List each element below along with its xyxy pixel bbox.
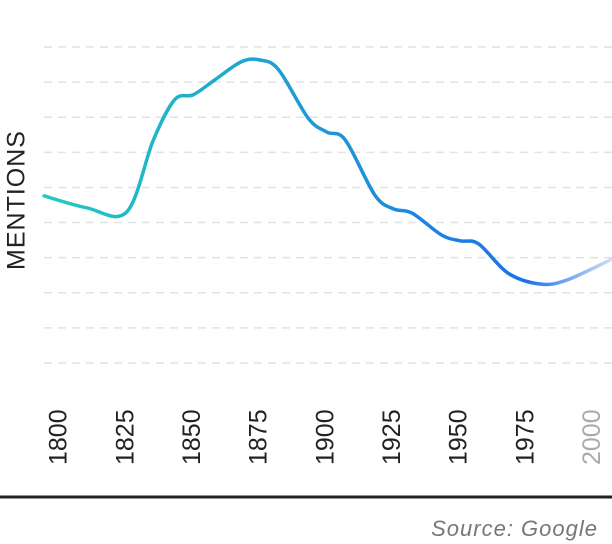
x-tick-label: 1900 [311,409,339,465]
y-axis-label: MENTIONS [3,130,31,270]
x-tick-label: 1850 [178,409,206,465]
x-tick-label: 1800 [45,409,73,465]
source: Source: Google [431,516,598,541]
x-tick-label: 1925 [378,409,406,465]
x-tick-label: 1875 [245,409,273,465]
x-tick-label: 1950 [445,409,473,465]
line [42,57,612,287]
x-tick-label: 2000 [578,409,606,465]
x-tick-label: 1825 [111,409,139,465]
x-tick-label: 1975 [511,409,539,465]
